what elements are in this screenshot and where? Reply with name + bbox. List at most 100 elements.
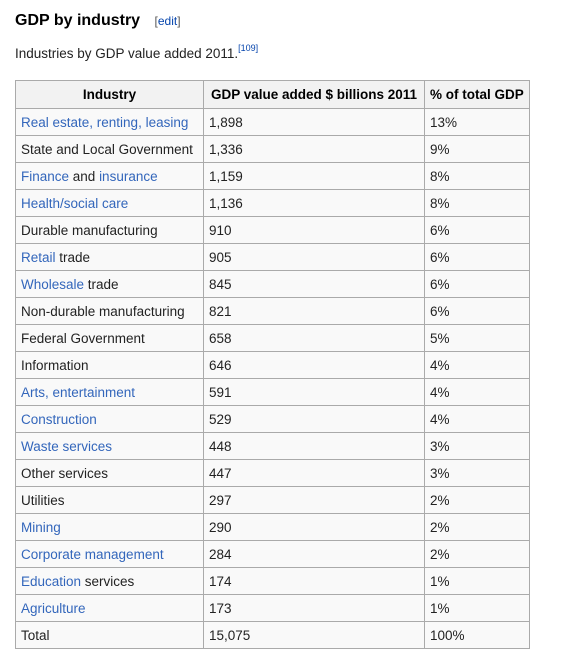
- gdp-value-cell: 910: [203, 216, 425, 244]
- percent-cell: 3%: [424, 432, 530, 460]
- industry-link[interactable]: Mining: [21, 519, 61, 535]
- industry-cell: Other services: [15, 459, 204, 487]
- industry-text: trade: [55, 249, 91, 265]
- percent-cell: 2%: [424, 486, 530, 514]
- percent-cell: 4%: [424, 378, 530, 406]
- edit-bracket-close: ]: [177, 14, 181, 28]
- table-caption: Industries by GDP value added 2011.[109]: [15, 43, 259, 61]
- table-header-row: Industry GDP value added $ billions 2011…: [15, 80, 530, 109]
- table-row: Durable manufacturing 910 6%: [15, 216, 530, 244]
- industry-text: Other services: [21, 465, 109, 481]
- percent-cell: 3%: [424, 459, 530, 487]
- caption-text: Industries by GDP value added 2011.: [15, 46, 239, 61]
- section-title: GDP by industry: [15, 12, 141, 29]
- gdp-industry-table: Industry GDP value added $ billions 2011…: [15, 80, 530, 649]
- gdp-value-cell: 905: [203, 243, 425, 271]
- table-row: Corporate management 284 2%: [15, 540, 530, 568]
- industry-link[interactable]: Construction: [21, 411, 97, 427]
- industry-link[interactable]: Health/social care: [21, 195, 129, 211]
- industry-cell: Utilities: [15, 486, 204, 514]
- percent-cell: 4%: [424, 405, 530, 433]
- table-row: Retail trade 905 6%: [15, 243, 530, 271]
- gdp-value-cell: 174: [203, 567, 425, 595]
- industry-cell: Total: [15, 621, 204, 649]
- table-row: Wholesale trade 845 6%: [15, 270, 530, 298]
- gdp-value-cell: 658: [203, 324, 425, 352]
- table-row: Arts, entertainment 591 4%: [15, 378, 530, 406]
- gdp-value-cell: 173: [203, 594, 425, 622]
- industry-cell: Construction: [15, 405, 204, 433]
- table-row: Agriculture 173 1%: [15, 594, 530, 622]
- industry-text: Non-durable manufacturing: [21, 303, 185, 319]
- industry-cell: Arts, entertainment: [15, 378, 204, 406]
- gdp-value-cell: 1,159: [203, 162, 425, 190]
- percent-cell: 6%: [424, 216, 530, 244]
- industry-cell: Durable manufacturing: [15, 216, 204, 244]
- gdp-value-cell: 646: [203, 351, 425, 379]
- table-row: Construction 529 4%: [15, 405, 530, 433]
- industry-cell: Non-durable manufacturing: [15, 297, 204, 325]
- industry-link[interactable]: Education: [21, 573, 82, 589]
- table-row: Federal Government 658 5%: [15, 324, 530, 352]
- table-row: State and Local Government 1,336 9%: [15, 135, 530, 163]
- edit-bracket-open: [: [154, 14, 158, 28]
- percent-cell: 1%: [424, 594, 530, 622]
- header-gdp-value: GDP value added $ billions 2011: [203, 80, 425, 109]
- industry-cell: Agriculture: [15, 594, 204, 622]
- table-row: Non-durable manufacturing 821 6%: [15, 297, 530, 325]
- edit-label[interactable]: edit: [157, 14, 178, 28]
- gdp-value-cell: 845: [203, 270, 425, 298]
- gdp-value-cell: 1,898: [203, 108, 425, 136]
- industry-link[interactable]: Wholesale: [21, 276, 85, 292]
- percent-cell: 8%: [424, 189, 530, 217]
- industry-text: Total: [21, 627, 50, 643]
- gdp-value-cell: 1,136: [203, 189, 425, 217]
- industry-link[interactable]: Agriculture: [21, 600, 86, 616]
- industry-cell: State and Local Government: [15, 135, 204, 163]
- industry-link[interactable]: Arts, entertainment: [21, 384, 136, 400]
- industry-link[interactable]: Corporate management: [21, 546, 164, 562]
- gdp-value-cell: 1,336: [203, 135, 425, 163]
- header-percent: % of total GDP: [424, 80, 530, 109]
- percent-cell: 6%: [424, 270, 530, 298]
- industry-link[interactable]: Retail: [21, 249, 56, 265]
- industry-text: Utilities: [21, 492, 65, 508]
- gdp-value-cell: 15,075: [203, 621, 425, 649]
- section-header: GDP by industry [edit]: [15, 12, 181, 30]
- reference-link[interactable]: [109]: [238, 43, 259, 53]
- gdp-value-cell: 290: [203, 513, 425, 541]
- industry-cell: Finance and insurance: [15, 162, 204, 190]
- industry-cell: Mining: [15, 513, 204, 541]
- industry-link[interactable]: insurance: [99, 168, 158, 184]
- industry-cell: Waste services: [15, 432, 204, 460]
- percent-cell: 8%: [424, 162, 530, 190]
- percent-cell: 6%: [424, 243, 530, 271]
- edit-section-link[interactable]: [edit]: [155, 14, 181, 28]
- gdp-value-cell: 284: [203, 540, 425, 568]
- industry-link[interactable]: Waste services: [21, 438, 113, 454]
- percent-cell: 1%: [424, 567, 530, 595]
- table-body: Real estate, renting, leasing 1,898 13% Sta…: [15, 108, 530, 649]
- industry-cell: Corporate management: [15, 540, 204, 568]
- industry-link[interactable]: Finance: [21, 168, 70, 184]
- percent-cell: 4%: [424, 351, 530, 379]
- table-row: Other services 447 3%: [15, 459, 530, 487]
- industry-text: trade: [84, 276, 119, 292]
- percent-cell: 100%: [424, 621, 530, 649]
- table-row: Total 15,075 100%: [15, 621, 530, 649]
- gdp-value-cell: 821: [203, 297, 425, 325]
- table-row: Information 646 4%: [15, 351, 530, 379]
- industry-text: Federal Government: [21, 330, 145, 346]
- header-industry: Industry: [15, 80, 204, 109]
- industry-cell: Real estate, renting, leasing: [15, 108, 204, 136]
- industry-cell: Education services: [15, 567, 204, 595]
- table-row: Utilities 297 2%: [15, 486, 530, 514]
- industry-link[interactable]: Real estate, renting, leasing: [21, 114, 189, 130]
- percent-cell: 5%: [424, 324, 530, 352]
- percent-cell: 6%: [424, 297, 530, 325]
- gdp-value-cell: 529: [203, 405, 425, 433]
- industry-text: services: [81, 573, 135, 589]
- table-row: Education services 174 1%: [15, 567, 530, 595]
- gdp-value-cell: 591: [203, 378, 425, 406]
